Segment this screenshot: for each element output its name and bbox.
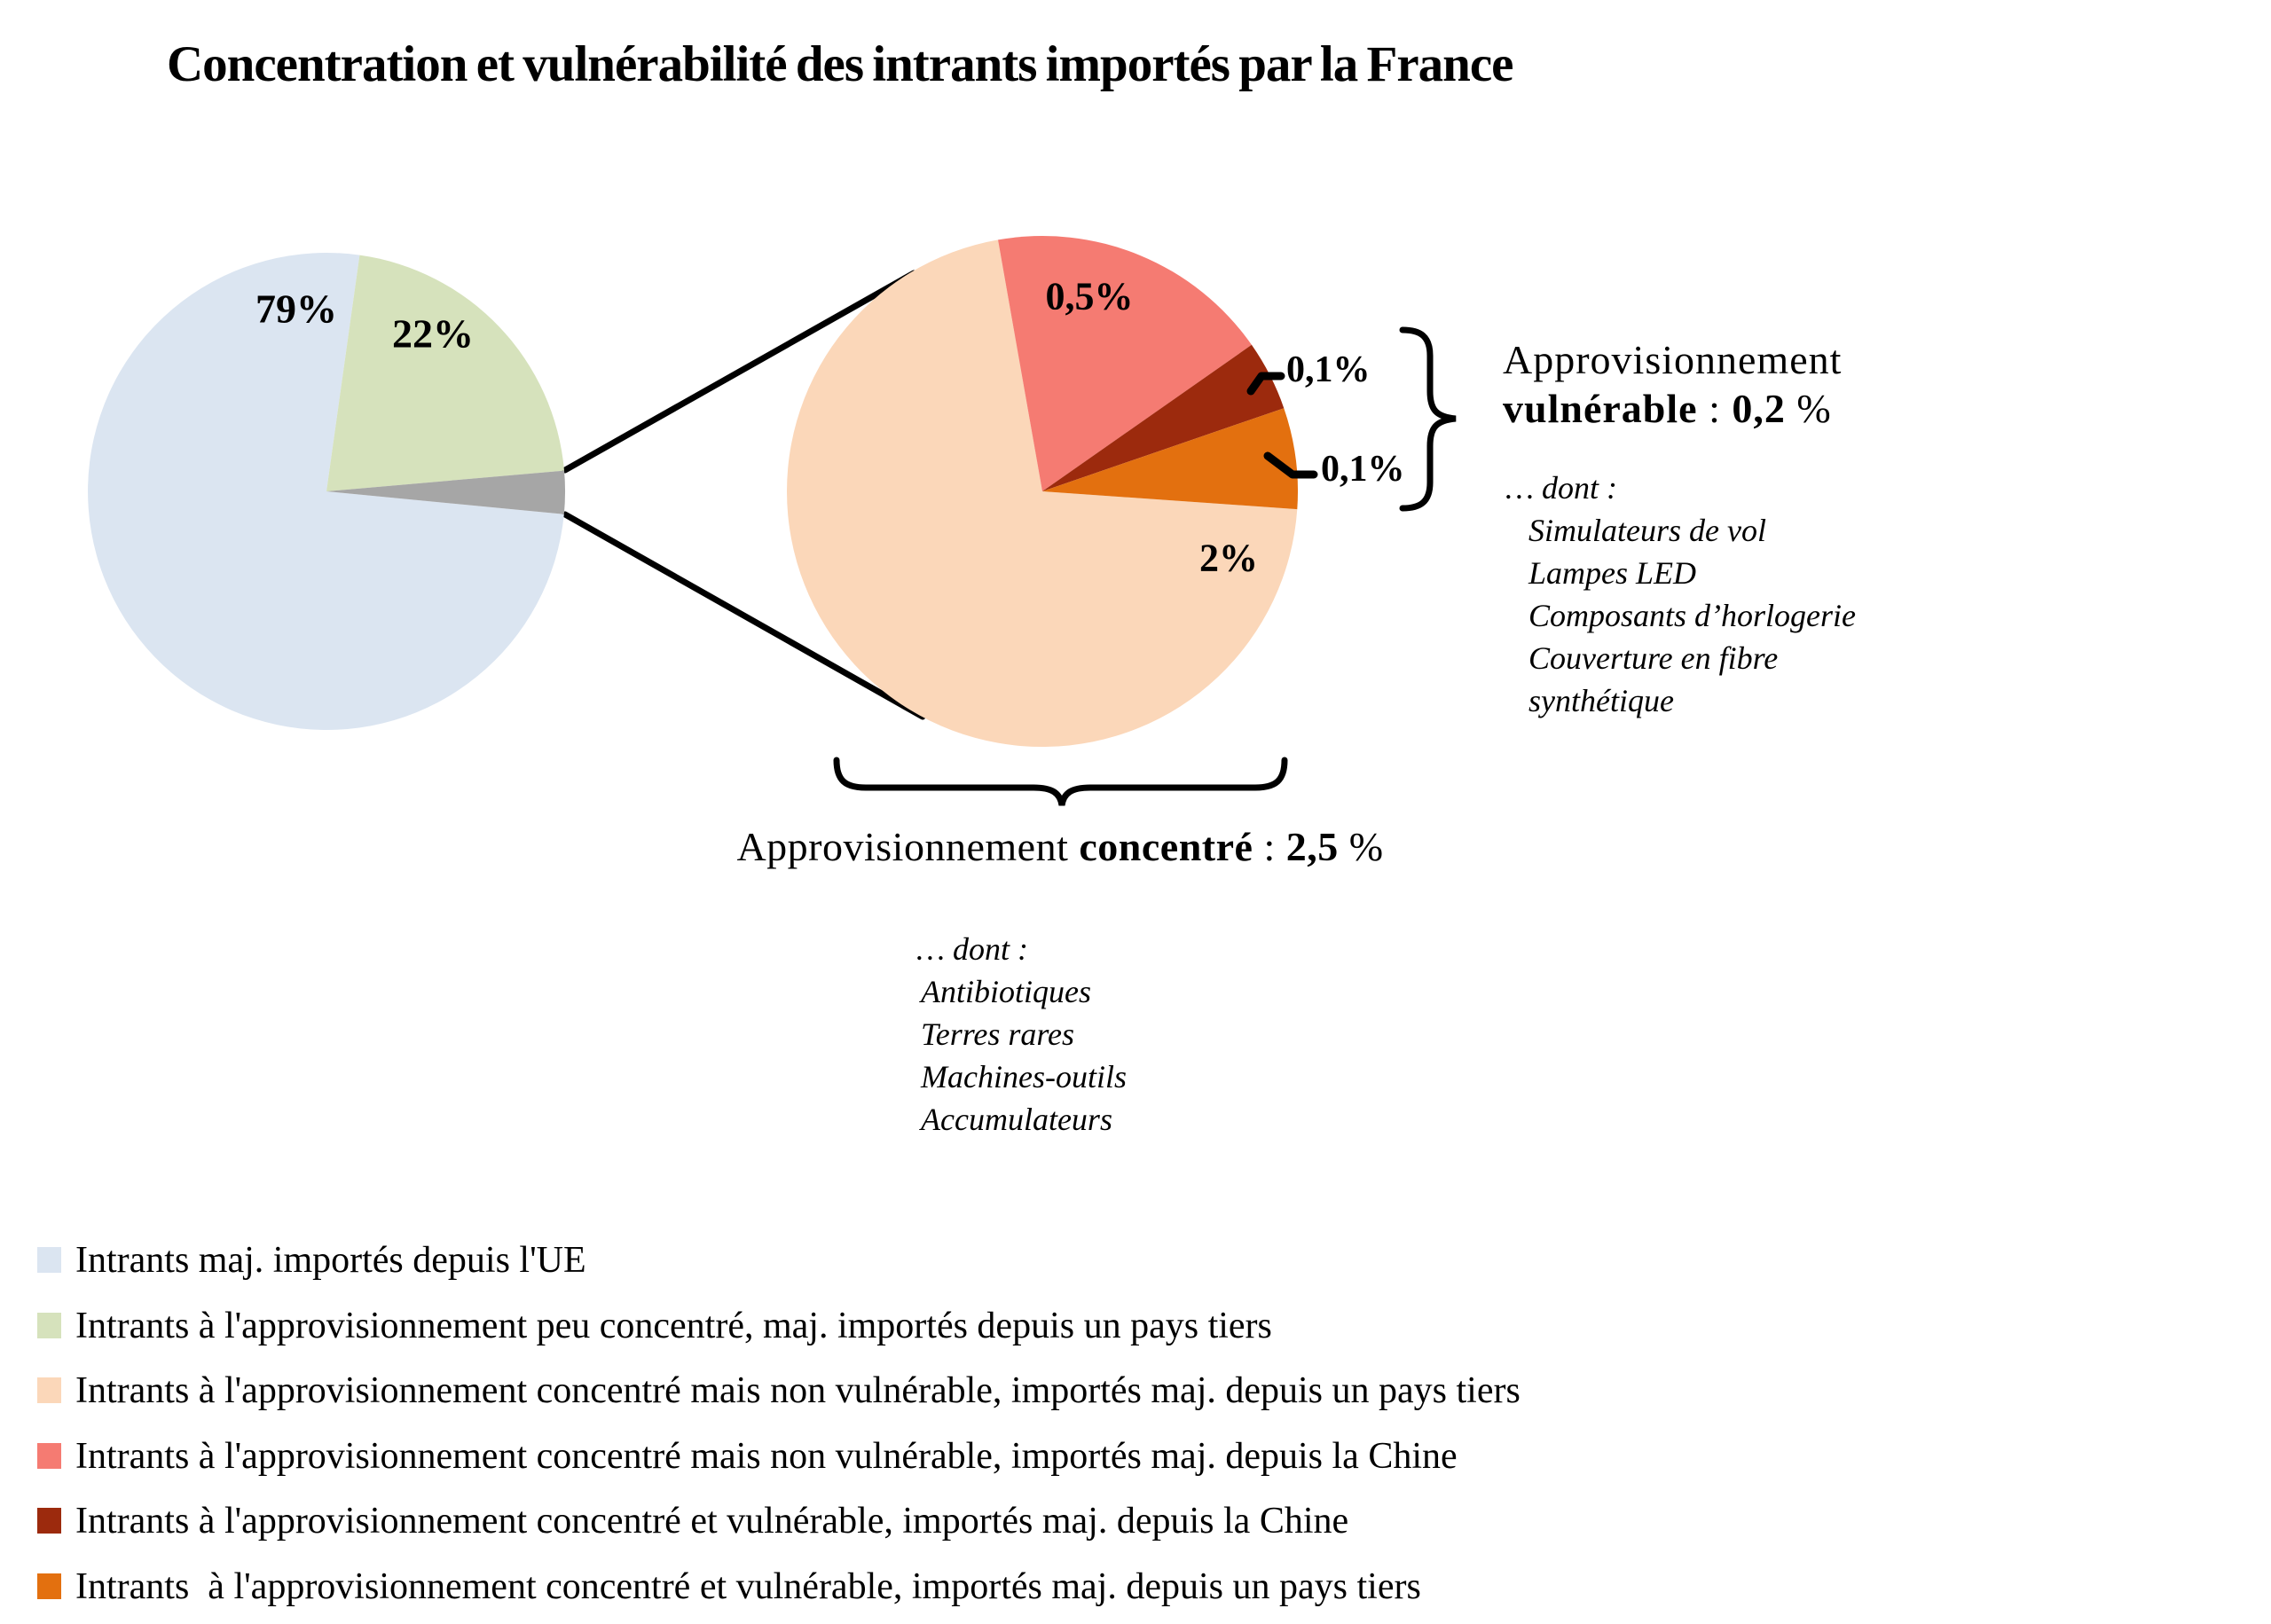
chart-title: Concentration et vulnérabilité des intra… [167, 36, 1513, 92]
detail-pie-label-vulnerable-chine: 0,1% [1286, 349, 1371, 390]
vulnerable-dont-item: Simulateurs de vol [1528, 513, 1766, 548]
legend-swatch [37, 1312, 61, 1338]
vulnerable-dont-item: synthétique [1528, 683, 1674, 718]
detail-pie-slice-1 [998, 236, 1252, 491]
legend-item: Intrants maj. importés depuis l'UE [37, 1242, 586, 1279]
legend-label: Intrants à l'approvisionnement concentré… [75, 1566, 1421, 1607]
concentre-dont-item: Machines-outils [921, 1059, 1127, 1094]
concentre-dont-items: Antibiotiques Terres rares Machines-outils… [921, 970, 1127, 1141]
legend-item: Intrants à l'approvisionnement peu conce… [37, 1307, 1272, 1345]
concentre-dont-item: Terres rares [921, 1016, 1075, 1052]
leader-line-orange [1263, 451, 1318, 479]
concentre-caption-bold2: 2,5 [1285, 824, 1339, 869]
legend-label: Intrants à l'approvisionnement concentré… [75, 1501, 1349, 1542]
legend-swatch [37, 1573, 61, 1599]
vulnerable-dont-item: Composants d’horlogerie [1528, 598, 1856, 633]
legend-swatch [37, 1442, 61, 1469]
concentre-caption-part1: Approvisionnement [736, 824, 1080, 869]
concentre-dont-title: … dont : [916, 931, 1028, 967]
main-pie-slice-2 [326, 470, 566, 514]
detail-pie-label-pays-tiers: 2% [1199, 536, 1258, 580]
main-pie-slice-0 [88, 252, 564, 730]
main-pie-slice-1 [326, 255, 564, 491]
vulnerable-heading-suffix: % [1785, 386, 1832, 431]
legend-item: Intrants à l'approvisionnement concentré… [37, 1568, 1421, 1605]
zoom-cone-lines [562, 270, 926, 720]
detail-pie-label-vulnerable-pays-tiers: 0,1% [1321, 449, 1405, 490]
legend-swatch [37, 1507, 61, 1534]
legend-swatch [37, 1377, 61, 1403]
concentre-dont-item: Antibiotiques [921, 974, 1091, 1009]
main-pie-label-ue: 79% [255, 286, 337, 332]
vulnerable-heading-sep: : [1697, 386, 1733, 431]
vulnerable-brace [1399, 326, 1457, 512]
vulnerable-heading-line1: Approvisionnement [1503, 337, 1843, 382]
vulnerable-dont-item: Couverture en fibre [1528, 640, 1779, 676]
main-pie-label-peu-concentre: 22% [392, 310, 474, 357]
concentre-caption-sep: : [1253, 824, 1286, 869]
main-pie [88, 252, 566, 730]
legend-item: Intrants à l'approvisionnement concentré… [37, 1372, 1521, 1409]
vulnerable-dont-item: Lampes LED [1528, 555, 1697, 591]
legend-label: Intrants à l'approvisionnement concentré… [75, 1436, 1458, 1477]
concentre-caption-suffix: % [1338, 824, 1384, 869]
concentre-caption: Approvisionnement concentré : 2,5 % [736, 823, 1383, 870]
vulnerable-heading-line2: vulnérable : 0,2 % [1503, 384, 1842, 433]
detail-pie-slice-0 [787, 239, 1298, 748]
vulnerable-heading-bold: vulnérable [1503, 386, 1698, 431]
legend-label: Intrants à l'approvisionnement peu conce… [75, 1306, 1272, 1346]
braces [833, 326, 1457, 806]
concentre-brace [833, 757, 1288, 806]
vulnerable-dont-block: … dont : Simulateurs de vol Lampes LED Com… [1505, 467, 1856, 722]
legend-swatch [37, 1246, 61, 1273]
legend-label: Intrants à l'approvisionnement concentré… [75, 1370, 1521, 1411]
leader-line-dark-red [1246, 372, 1285, 396]
vulnerable-heading: Approvisionnement vulnérable : 0,2 % [1503, 335, 1842, 433]
leader-lines [1246, 372, 1318, 479]
detail-pie-slice-2 [1042, 344, 1285, 491]
vulnerable-heading-value: 0,2 [1732, 386, 1786, 431]
legend-label: Intrants maj. importés depuis l'UE [75, 1240, 586, 1281]
zoom-cone-lower-line [562, 511, 926, 720]
zoom-cone-upper-line [562, 270, 917, 474]
concentre-dont-block: … dont : Antibiotiques Terres rares Machin… [916, 928, 1127, 1141]
vulnerable-dont-title: … dont : [1505, 470, 1617, 506]
concentre-caption-bold1: concentré [1079, 824, 1253, 869]
concentre-dont-item: Accumulateurs [921, 1102, 1112, 1137]
legend-item: Intrants à l'approvisionnement concentré… [37, 1438, 1458, 1475]
vulnerable-dont-items: Simulateurs de vol Lampes LED Composants d… [1528, 509, 1856, 722]
legend-item: Intrants à l'approvisionnement concentré… [37, 1502, 1348, 1540]
detail-pie-slice-3 [1042, 408, 1299, 510]
detail-pie [787, 236, 1299, 748]
detail-pie-label-chine: 0,5% [1045, 274, 1134, 318]
